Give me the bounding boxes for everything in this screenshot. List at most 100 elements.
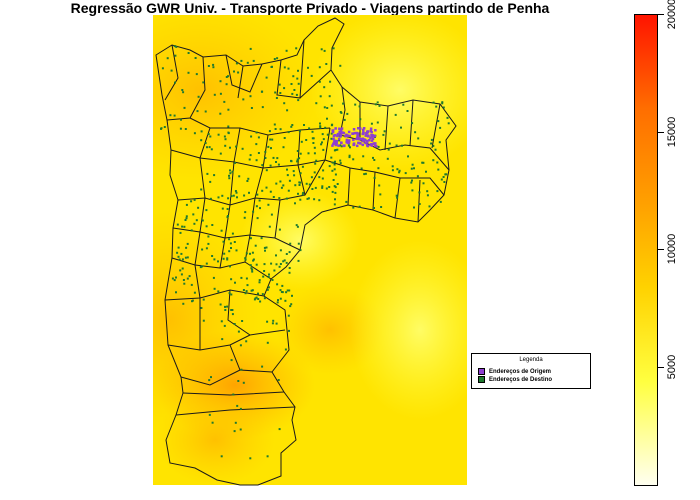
destination-point [230, 195, 233, 198]
destination-point [313, 198, 316, 201]
destination-point [226, 257, 229, 260]
origin-point [353, 131, 357, 135]
origin-point [364, 134, 367, 137]
destination-point [180, 273, 183, 276]
destination-point [275, 322, 278, 325]
destination-point [363, 173, 366, 176]
destination-point [205, 225, 208, 228]
destination-point [296, 225, 299, 228]
destination-point [272, 156, 275, 159]
destination-point [410, 181, 413, 184]
destination-point [180, 118, 182, 121]
destination-point [202, 319, 205, 322]
destination-point [413, 206, 415, 209]
destination-point [311, 130, 314, 133]
destination-point [219, 152, 222, 155]
destination-point [447, 122, 450, 125]
destination-point [195, 219, 198, 222]
destination-point [291, 294, 293, 297]
destination-point [287, 67, 290, 70]
origin-point [373, 134, 376, 138]
destination-point [323, 86, 326, 89]
destination-point [271, 322, 274, 325]
origin-point [333, 134, 337, 137]
destination-point [197, 95, 200, 98]
destination-point [437, 120, 440, 123]
destination-point [234, 421, 237, 424]
destination-point [258, 281, 261, 284]
destination-point [333, 185, 336, 188]
destination-point [322, 138, 325, 141]
destination-point [235, 191, 238, 194]
destination-point [439, 200, 442, 203]
destination-point [320, 143, 323, 146]
destination-point [239, 407, 242, 410]
destination-point [270, 262, 273, 265]
destination-point [283, 66, 286, 69]
destination-point [224, 305, 226, 308]
destination-point [175, 45, 178, 48]
destination-point [169, 114, 172, 117]
origin-point [359, 127, 362, 130]
destination-point [235, 62, 238, 65]
origin-point [338, 130, 341, 134]
destination-point [278, 428, 281, 431]
destination-point [221, 207, 224, 210]
destination-point [249, 154, 252, 157]
destination-point [268, 225, 271, 228]
destination-point [270, 147, 272, 150]
destination-point [281, 284, 284, 287]
destination-point [226, 216, 229, 219]
origin-point [333, 141, 336, 144]
destination-point [288, 179, 291, 182]
destination-point [279, 249, 282, 252]
destination-point [432, 159, 435, 162]
destination-point [326, 117, 328, 120]
destination-point [359, 118, 362, 121]
destination-point [432, 144, 435, 147]
destination-point [206, 146, 208, 149]
destination-point [234, 190, 237, 192]
destination-point [402, 103, 405, 106]
destination-point [446, 116, 449, 119]
destination-point [290, 83, 293, 85]
origin-point [361, 132, 364, 136]
destination-point [334, 191, 337, 194]
destination-point [373, 159, 376, 161]
destination-point [287, 131, 290, 134]
destination-point [188, 275, 191, 278]
destination-point [297, 82, 300, 85]
destination-point [352, 206, 355, 209]
destination-point [418, 191, 421, 194]
destination-point [275, 97, 278, 99]
origin-point [369, 143, 372, 147]
destination-point [339, 159, 342, 162]
destination-point [247, 177, 250, 180]
colorbar-tick [658, 366, 664, 368]
destination-point [319, 126, 322, 129]
origin-point [332, 142, 335, 145]
destination-point [340, 145, 343, 148]
destination-point [318, 176, 321, 179]
destination-point [318, 66, 321, 69]
destination-point [400, 126, 402, 129]
origin-point [366, 141, 369, 144]
destination-point [330, 132, 333, 135]
destination-point [228, 238, 231, 241]
destination-point [212, 63, 215, 66]
destination-point [184, 256, 187, 259]
destination-point [298, 184, 301, 186]
destination-point [181, 258, 184, 261]
destination-point [331, 161, 334, 164]
origin-point [366, 144, 369, 147]
destination-point [332, 179, 335, 181]
destination-point [413, 167, 415, 170]
destination-point [339, 162, 342, 165]
destination-point [213, 287, 216, 290]
origin-point [339, 130, 343, 133]
destination-point [181, 225, 184, 228]
origin-point [355, 131, 358, 135]
destination-point [285, 49, 288, 52]
destination-point [411, 189, 414, 192]
destination-point [334, 198, 336, 201]
